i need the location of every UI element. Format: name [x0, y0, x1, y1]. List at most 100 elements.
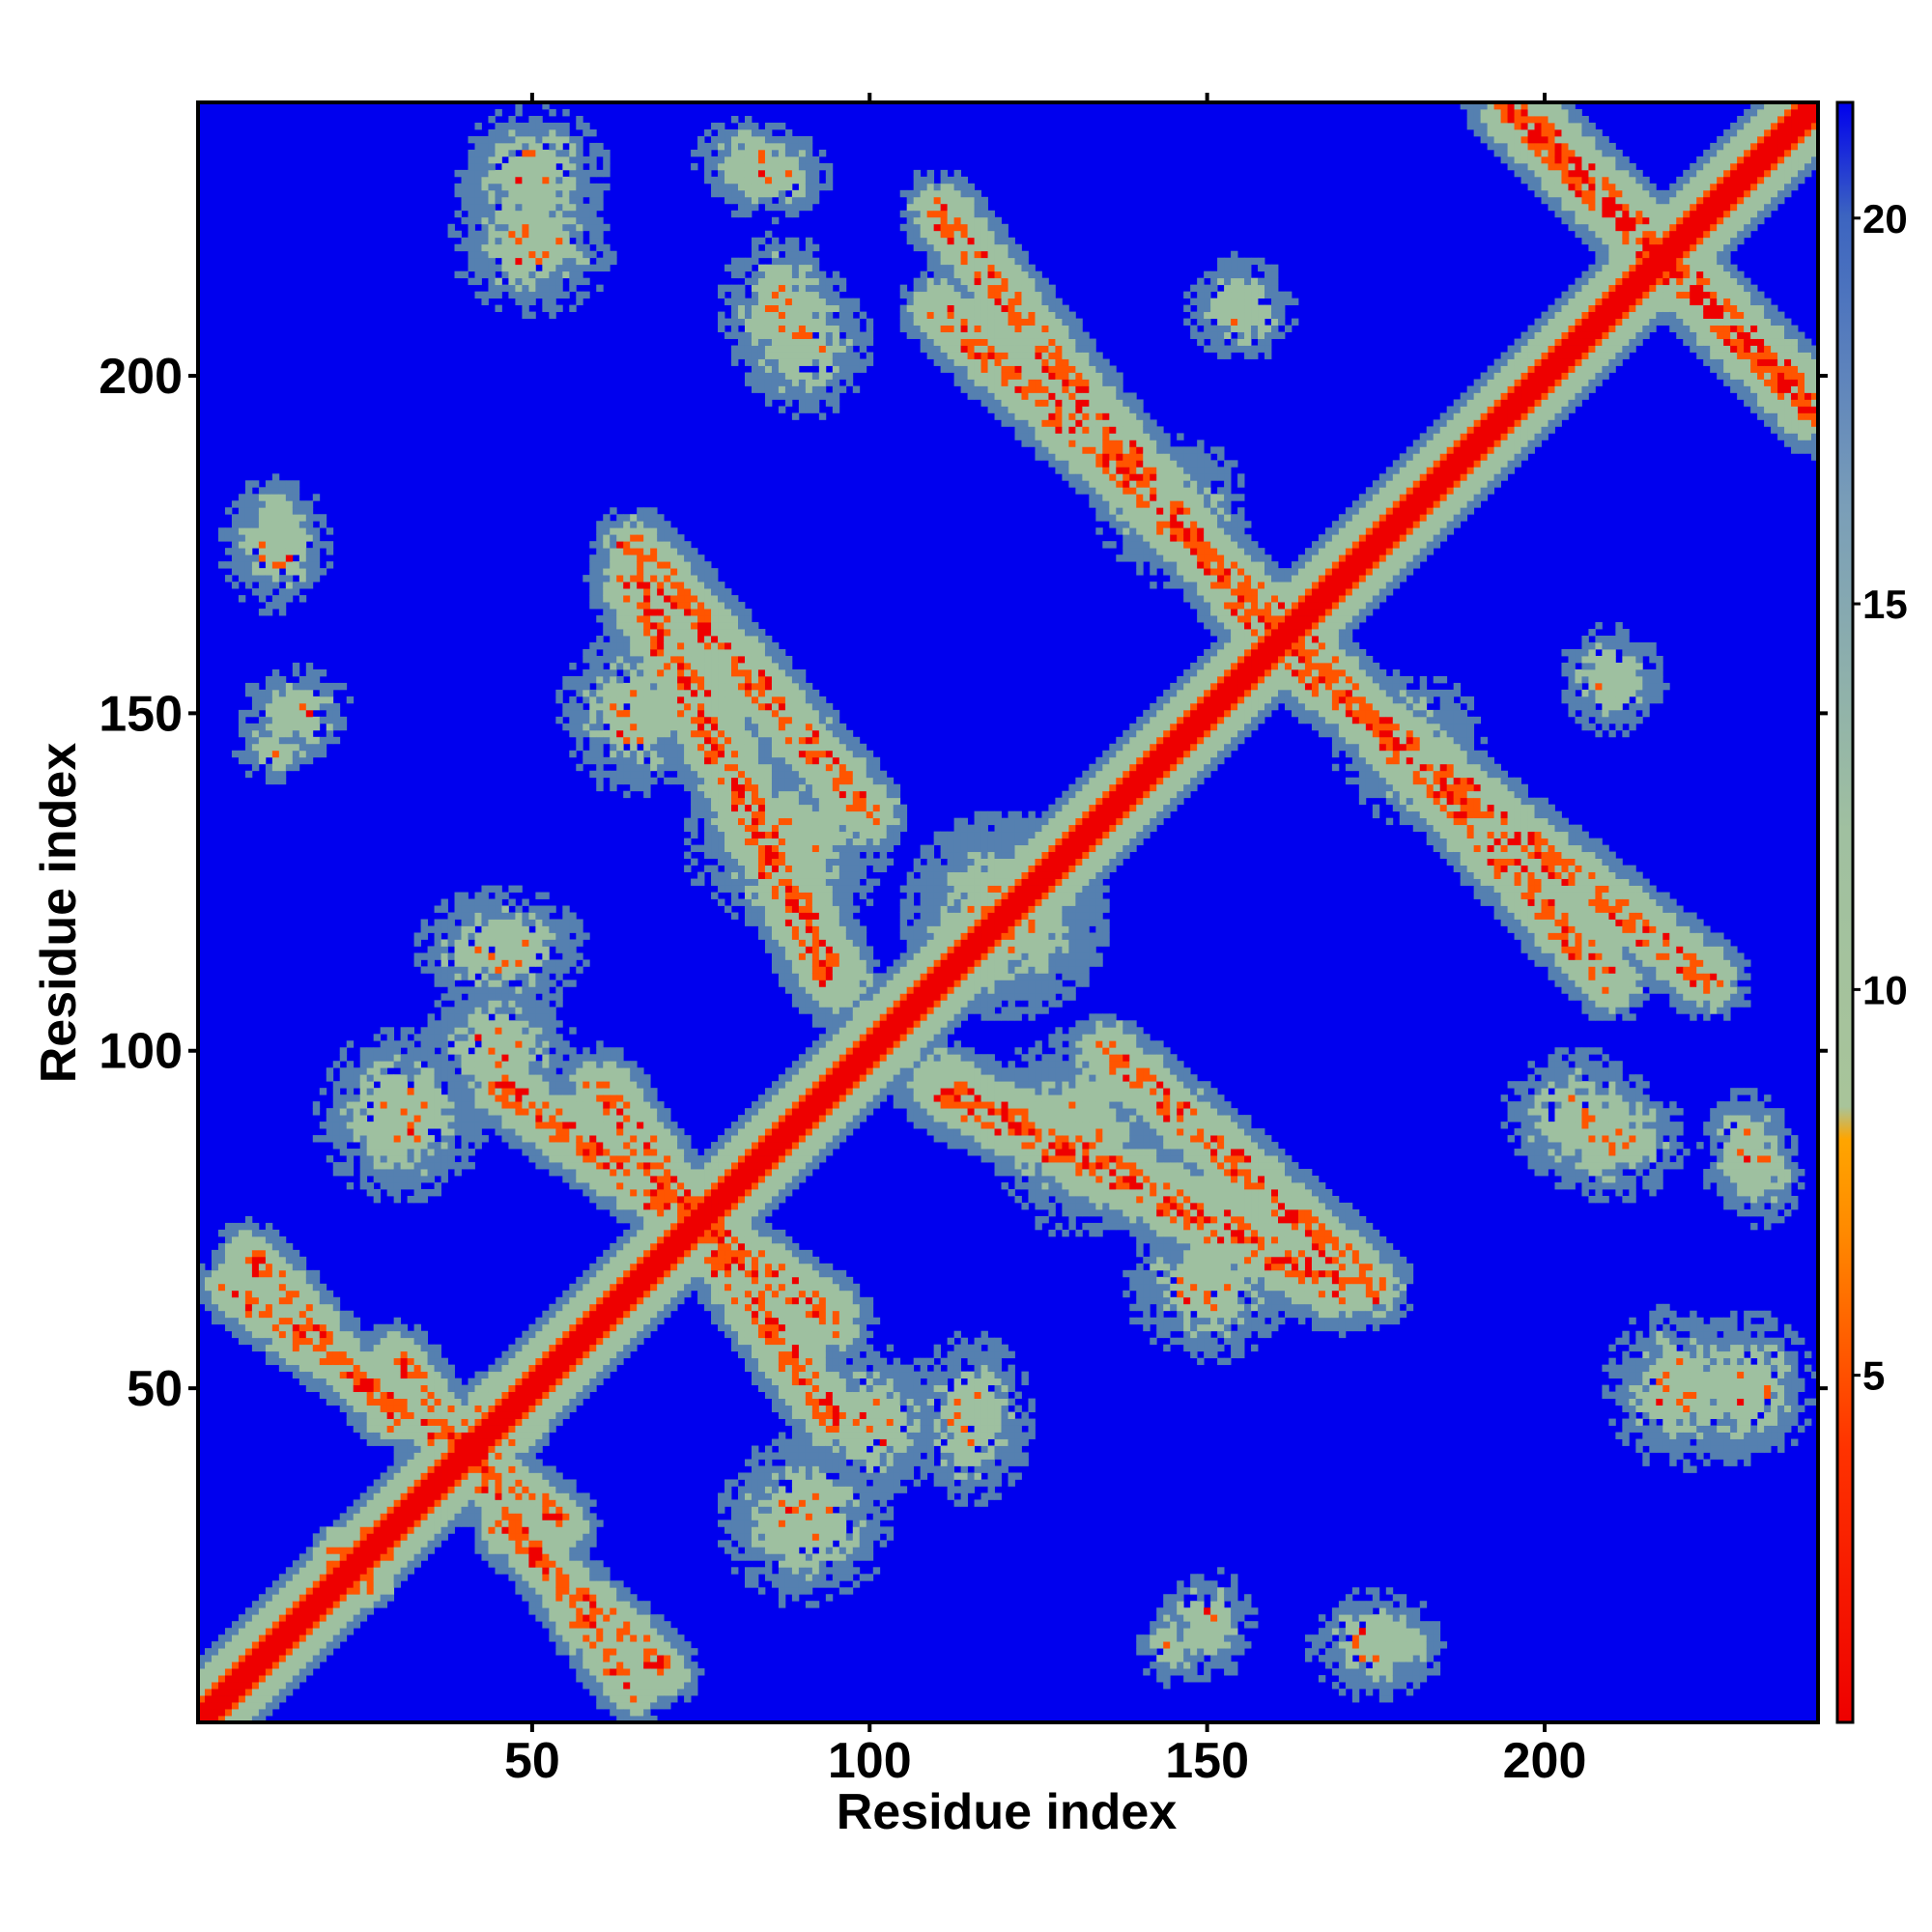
- heatmap-cell: [515, 1108, 523, 1116]
- heatmap-cell: [400, 1142, 409, 1150]
- heatmap-cell: [589, 1520, 597, 1527]
- heatmap-cell: [298, 1587, 307, 1595]
- heatmap-cell: [549, 203, 556, 212]
- heatmap-cell: [427, 1034, 435, 1041]
- heatmap-cell: [582, 1108, 590, 1116]
- heatmap-cell: [224, 507, 233, 515]
- heatmap-cell: [616, 615, 624, 623]
- heatmap-cell: [461, 892, 469, 899]
- heatmap-cell: [386, 1034, 395, 1041]
- heatmap-cell: [278, 595, 287, 603]
- heatmap-cell: [623, 696, 631, 704]
- heatmap-cell: [319, 1628, 327, 1635]
- heatmap-cell: [231, 1317, 240, 1325]
- heatmap-cell: [312, 1560, 321, 1568]
- heatmap-cell: [549, 223, 556, 232]
- heatmap-cell: [576, 264, 583, 272]
- heatmap-cell: [285, 1601, 294, 1608]
- heatmap-cell: [380, 1479, 388, 1487]
- heatmap-cell: [434, 932, 441, 940]
- heatmap-cell: [204, 1709, 213, 1717]
- heatmap-cell: [434, 1479, 441, 1487]
- heatmap-cell: [474, 959, 482, 967]
- heatmap-cell: [501, 122, 509, 130]
- heatmap-cell: [258, 723, 267, 731]
- heatmap-cell: [522, 1040, 529, 1048]
- heatmap-cell: [447, 1142, 455, 1150]
- heatmap-cell: [224, 1222, 233, 1231]
- heatmap-cell: [488, 1040, 496, 1048]
- heatmap-cell: [555, 183, 563, 191]
- heatmap-cell: [522, 939, 529, 947]
- heatmap-cell: [535, 1445, 543, 1453]
- heatmap-cell: [528, 1499, 536, 1507]
- heatmap-cell: [359, 1364, 368, 1373]
- heatmap-cell: [610, 1675, 617, 1683]
- heatmap-cell: [549, 237, 556, 245]
- heatmap-cell: [468, 237, 475, 245]
- heatmap-cell: [400, 1088, 409, 1095]
- heatmap-cell: [231, 527, 240, 535]
- heatmap-cell: [610, 1108, 617, 1116]
- heatmap-cell: [244, 1263, 253, 1271]
- heatmap-cell: [481, 1108, 489, 1116]
- heatmap-cell: [542, 1560, 550, 1568]
- heatmap-cell: [495, 925, 502, 933]
- heatmap-cell: [610, 642, 617, 650]
- heatmap-cell: [238, 1222, 246, 1231]
- heatmap-cell: [461, 919, 469, 926]
- heatmap-cell: [258, 1695, 267, 1703]
- heatmap-cell: [265, 561, 273, 569]
- heatmap-cell: [623, 1229, 631, 1237]
- heatmap-cell: [643, 777, 651, 785]
- heatmap-cell: [474, 1122, 482, 1129]
- heatmap-cell: [569, 919, 577, 926]
- heatmap-cell: [339, 1350, 348, 1359]
- heatmap-cell: [346, 696, 355, 704]
- heatmap-cell: [576, 716, 583, 724]
- heatmap-cell: [481, 1047, 489, 1055]
- heatmap-cell: [569, 1594, 577, 1602]
- heatmap-cell: [339, 1520, 348, 1527]
- heatmap-cell: [447, 986, 455, 994]
- heatmap-cell: [265, 1256, 273, 1264]
- heatmap-cell: [298, 1296, 307, 1305]
- heatmap-cell: [474, 1115, 482, 1122]
- heatmap-cell: [535, 270, 543, 279]
- heatmap-cell: [515, 1142, 523, 1150]
- heatmap-cell: [447, 1459, 455, 1466]
- heatmap-cell: [643, 1256, 651, 1264]
- heatmap-cell: [515, 925, 523, 933]
- heatmap-cell: [238, 1634, 246, 1642]
- heatmap-cell: [305, 1634, 314, 1642]
- heatmap-cell: [589, 770, 597, 779]
- heatmap-cell: [501, 1074, 509, 1082]
- heatmap-cell: [589, 169, 597, 178]
- heatmap-cell: [211, 1675, 219, 1683]
- heatmap-cell: [346, 1506, 355, 1514]
- heatmap-cell: [569, 1337, 577, 1346]
- heatmap-cell: [576, 1384, 583, 1393]
- heatmap-cell: [582, 648, 590, 657]
- heatmap-cell: [589, 1344, 597, 1352]
- heatmap-cell: [535, 1074, 543, 1082]
- heatmap-cell: [373, 1155, 382, 1163]
- heatmap-cell: [549, 939, 556, 947]
- heatmap-cell: [555, 243, 563, 252]
- heatmap-cell: [522, 959, 529, 967]
- heatmap-cell: [217, 1296, 226, 1305]
- heatmap-cell: [258, 568, 267, 576]
- heatmap-cell: [386, 1094, 395, 1102]
- heatmap-cell: [278, 1310, 287, 1319]
- heatmap-cell: [366, 1513, 375, 1520]
- heatmap-cell: [339, 1101, 348, 1109]
- heatmap-cell: [562, 1486, 570, 1493]
- heatmap-cell: [265, 1229, 273, 1237]
- heatmap-cell: [596, 756, 604, 765]
- heatmap-cell: [312, 494, 321, 501]
- heatmap-cell: [488, 1122, 496, 1129]
- heatmap-cell: [576, 1330, 583, 1339]
- heatmap-cell: [474, 905, 482, 913]
- heatmap-cell: [454, 1411, 462, 1419]
- heatmap-cell: [326, 1526, 334, 1534]
